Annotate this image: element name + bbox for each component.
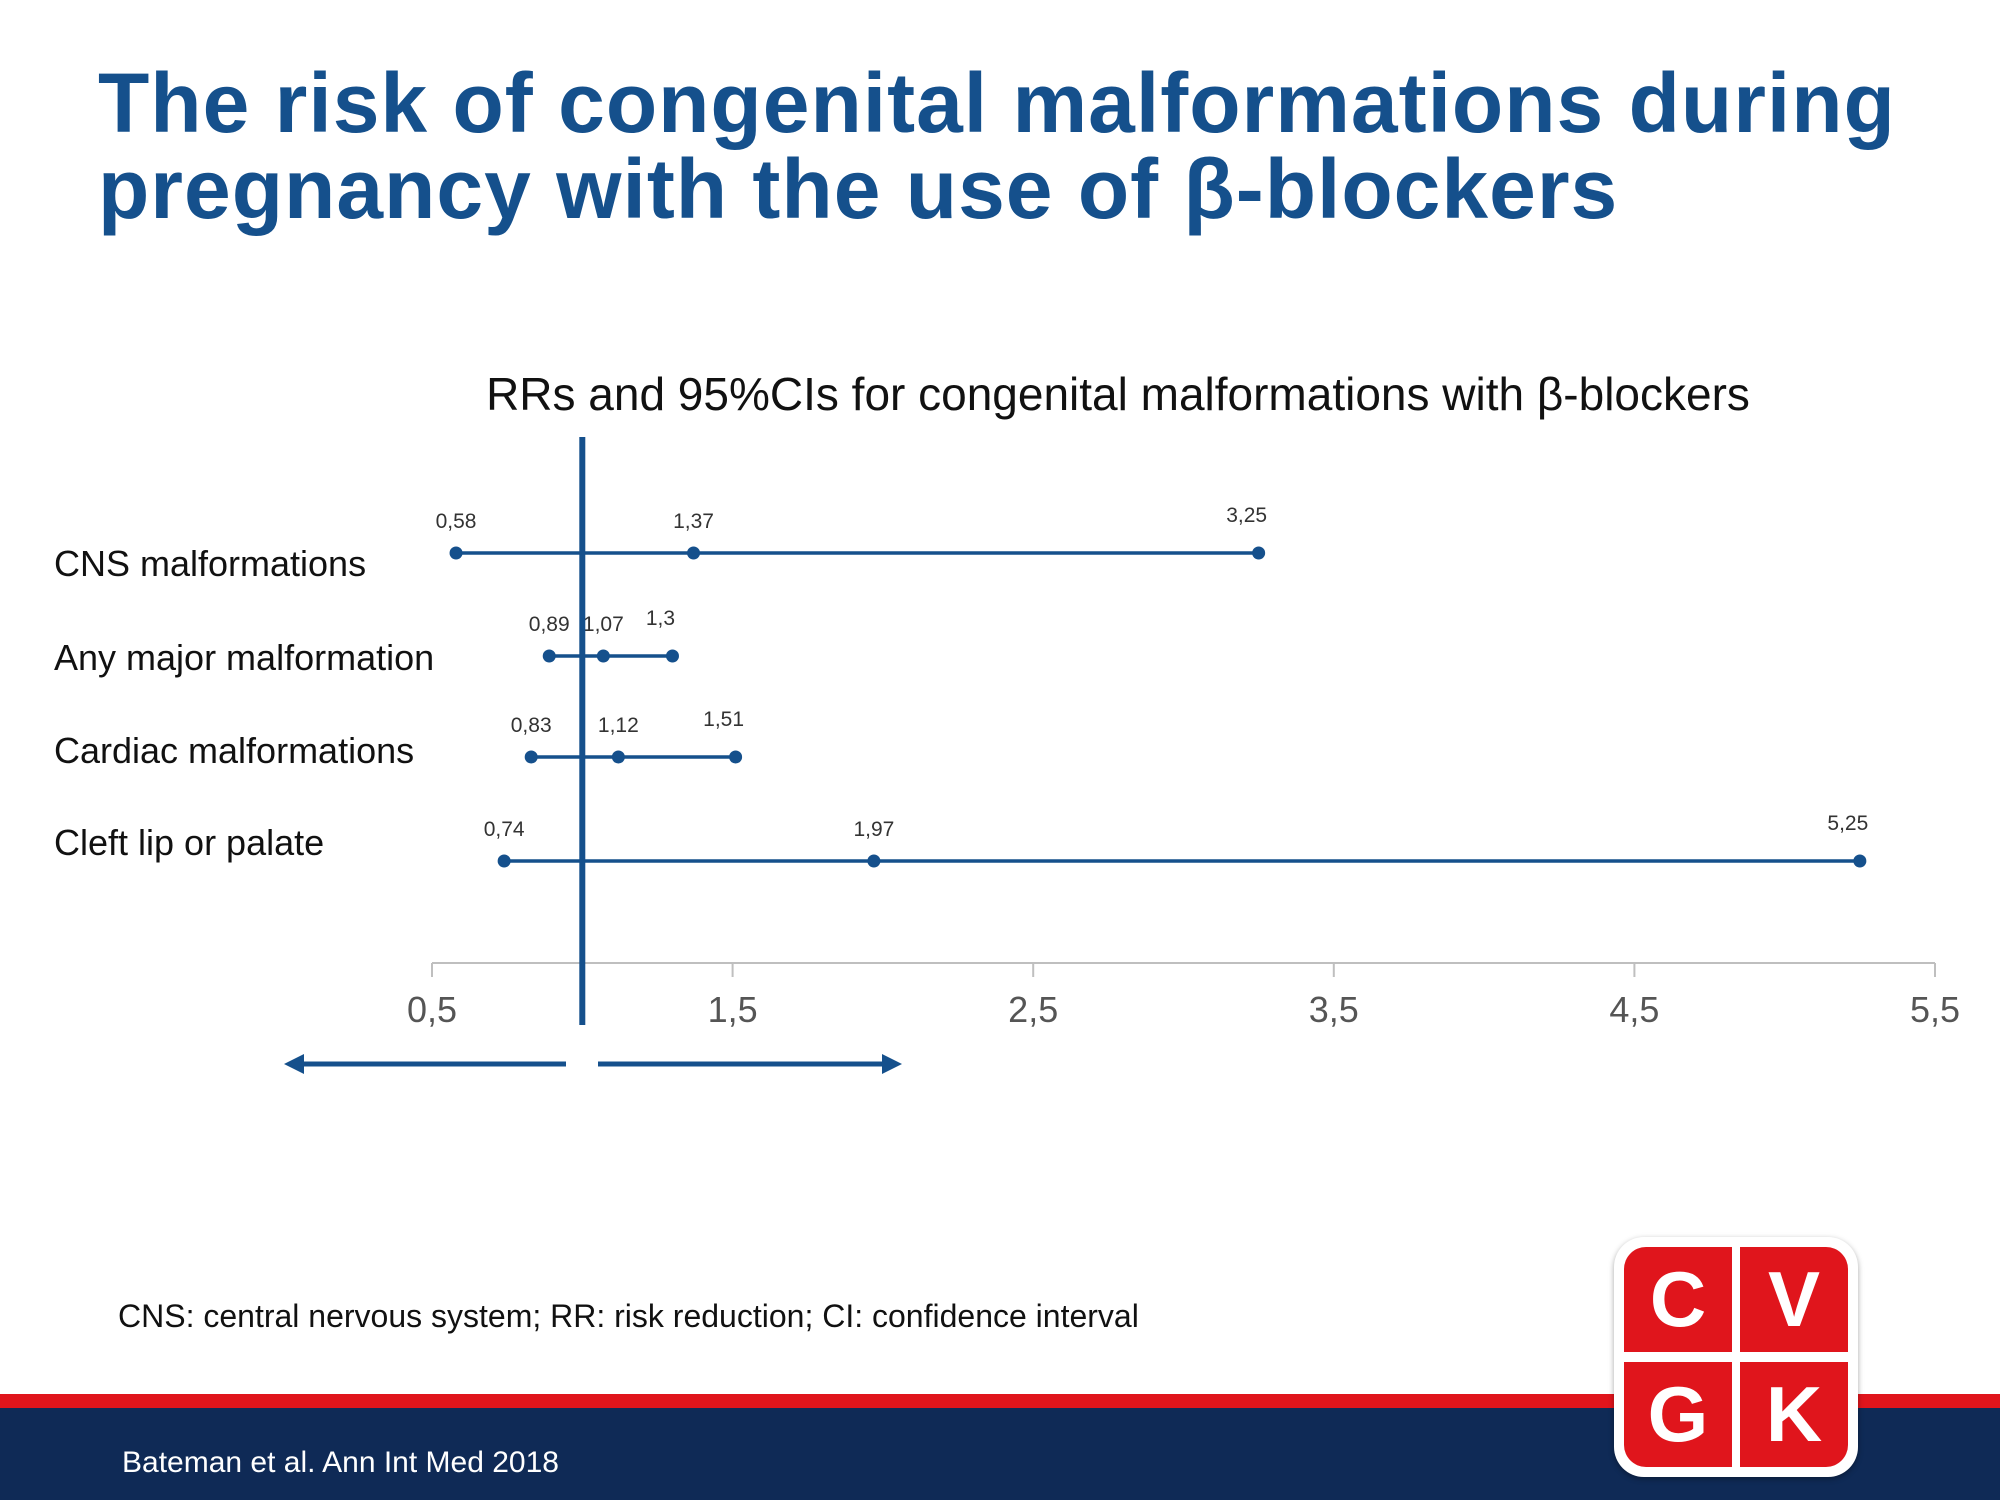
forest-plot: RRs and 95%CIs for congenital malformati… bbox=[54, 368, 1960, 1074]
estimate-label: 1,37 bbox=[673, 510, 714, 533]
left-arrow-icon bbox=[284, 1054, 304, 1074]
x-tick-label: 3,5 bbox=[1309, 989, 1359, 1030]
ci-lower-label: 0,74 bbox=[484, 818, 525, 841]
estimate-point bbox=[687, 546, 701, 560]
ci-upper-point bbox=[729, 750, 743, 764]
cvgk-logo: C V G K bbox=[1614, 1237, 1858, 1477]
estimate-point bbox=[611, 750, 625, 764]
x-tick-label: 1,5 bbox=[708, 989, 758, 1030]
right-arrow-icon bbox=[882, 1054, 902, 1074]
logo-letter-v: V bbox=[1740, 1247, 1848, 1352]
ci-lower-label: 0,58 bbox=[436, 510, 477, 533]
ci-lower-point bbox=[497, 854, 511, 868]
row-label: Any major malformation bbox=[54, 637, 434, 678]
slide-title: The risk of congenital malformations dur… bbox=[98, 60, 1958, 232]
ci-upper-point bbox=[665, 649, 679, 663]
ci-lower-point bbox=[449, 546, 463, 560]
estimate-label: 1,07 bbox=[583, 613, 624, 636]
slide-title-line-2: pregnancy with the use of β-blockers bbox=[98, 142, 1619, 236]
ci-upper-label: 1,51 bbox=[703, 708, 744, 731]
x-tick-label: 0,5 bbox=[407, 989, 457, 1030]
ci-lower-point bbox=[524, 750, 538, 764]
ci-lower-label: 0,83 bbox=[511, 714, 552, 737]
slide-title-line-1: The risk of congenital malformations dur… bbox=[98, 56, 1896, 150]
footnote: CNS: central nervous system; RR: risk re… bbox=[118, 1298, 1139, 1334]
ci-upper-point bbox=[1853, 854, 1867, 868]
x-tick-label: 4,5 bbox=[1609, 989, 1659, 1030]
estimate-label: 1,12 bbox=[598, 714, 639, 737]
row-label: Cleft lip or palate bbox=[54, 822, 324, 863]
estimate-point bbox=[596, 649, 610, 663]
estimate-label: 1,97 bbox=[853, 818, 894, 841]
logo-letter-k: K bbox=[1740, 1362, 1848, 1467]
row-label: CNS malformations bbox=[54, 543, 366, 584]
x-tick-label: 5,5 bbox=[1910, 989, 1960, 1030]
ci-upper-label: 3,25 bbox=[1226, 504, 1267, 527]
estimate-point bbox=[867, 854, 881, 868]
logo-letter-c: C bbox=[1624, 1247, 1732, 1352]
footer-red-stripe bbox=[0, 1394, 2000, 1408]
ci-upper-label: 5,25 bbox=[1827, 812, 1868, 835]
ci-lower-point bbox=[542, 649, 556, 663]
logo-letter-g: G bbox=[1624, 1362, 1732, 1467]
ci-upper-label: 1,3 bbox=[646, 607, 675, 630]
ci-lower-label: 0,89 bbox=[529, 613, 570, 636]
x-tick-label: 2,5 bbox=[1008, 989, 1058, 1030]
ci-upper-point bbox=[1252, 546, 1266, 560]
citation: Bateman et al. Ann Int Med 2018 bbox=[122, 1446, 559, 1479]
chart-title: RRs and 95%CIs for congenital malformati… bbox=[486, 368, 1750, 420]
row-label: Cardiac malformations bbox=[54, 730, 414, 771]
